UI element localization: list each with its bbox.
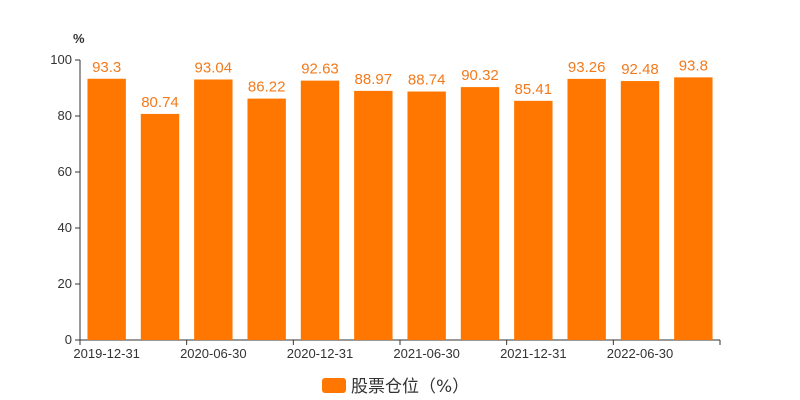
x-tick-label: 2021-12-31 bbox=[500, 346, 567, 361]
bar-value-label: 93.26 bbox=[568, 59, 606, 76]
x-tick-label: 2022-06-30 bbox=[607, 346, 674, 361]
bar-value-label: 93.04 bbox=[195, 59, 233, 76]
bar bbox=[620, 81, 660, 340]
legend[interactable]: 股票仓位（%） bbox=[322, 377, 469, 397]
bar-value-label: 90.32 bbox=[461, 67, 499, 84]
x-axis: 2019-12-31 2020-06-30 2020-12-31 2021-06-30… bbox=[73, 339, 721, 361]
bar-value-label: 88.74 bbox=[408, 72, 446, 89]
bars bbox=[87, 77, 713, 341]
bar bbox=[140, 113, 180, 340]
bar-value-label: 93.8 bbox=[679, 57, 708, 74]
bar-value-label: 93.3 bbox=[92, 59, 121, 76]
y-tick-label: 20 bbox=[58, 276, 72, 291]
legend-swatch[interactable] bbox=[322, 378, 346, 393]
bar bbox=[674, 77, 713, 341]
bar bbox=[247, 98, 286, 340]
x-tick-label: 2021-06-30 bbox=[393, 346, 460, 361]
bar bbox=[460, 87, 500, 340]
y-tick-label: 0 bbox=[65, 332, 72, 347]
bar-value-label: 85.41 bbox=[515, 81, 553, 98]
y-tick-label: 80 bbox=[58, 108, 72, 123]
bar-value-label: 92.48 bbox=[621, 61, 659, 78]
bar bbox=[514, 100, 553, 341]
x-tick-label: 2020-06-30 bbox=[180, 346, 247, 361]
bar-value-label: 80.74 bbox=[141, 94, 179, 111]
bar-value-label: 92.63 bbox=[301, 61, 339, 78]
x-tick-label: 2019-12-31 bbox=[73, 346, 140, 361]
y-tick-label: 40 bbox=[58, 220, 72, 235]
value-labels: 93.3 80.74 93.04 86.22 92.63 88.97 88.74 90.32 8… bbox=[92, 57, 708, 111]
y-tick-label: 60 bbox=[58, 164, 72, 179]
bar-value-label: 86.22 bbox=[248, 79, 286, 96]
bar bbox=[87, 78, 126, 340]
bar-value-label: 88.97 bbox=[355, 71, 393, 88]
bar bbox=[300, 80, 340, 341]
y-tick-label: 100 bbox=[50, 52, 72, 67]
y-axis-unit-label: % bbox=[73, 31, 85, 46]
x-tick-label: 2020-12-31 bbox=[287, 346, 354, 361]
y-axis: 0 20 40 60 80 100 bbox=[50, 52, 81, 347]
bar bbox=[567, 78, 606, 340]
bar bbox=[354, 90, 393, 340]
bar bbox=[194, 79, 233, 340]
legend-label[interactable]: 股票仓位（%） bbox=[351, 377, 469, 397]
bar bbox=[407, 91, 446, 340]
